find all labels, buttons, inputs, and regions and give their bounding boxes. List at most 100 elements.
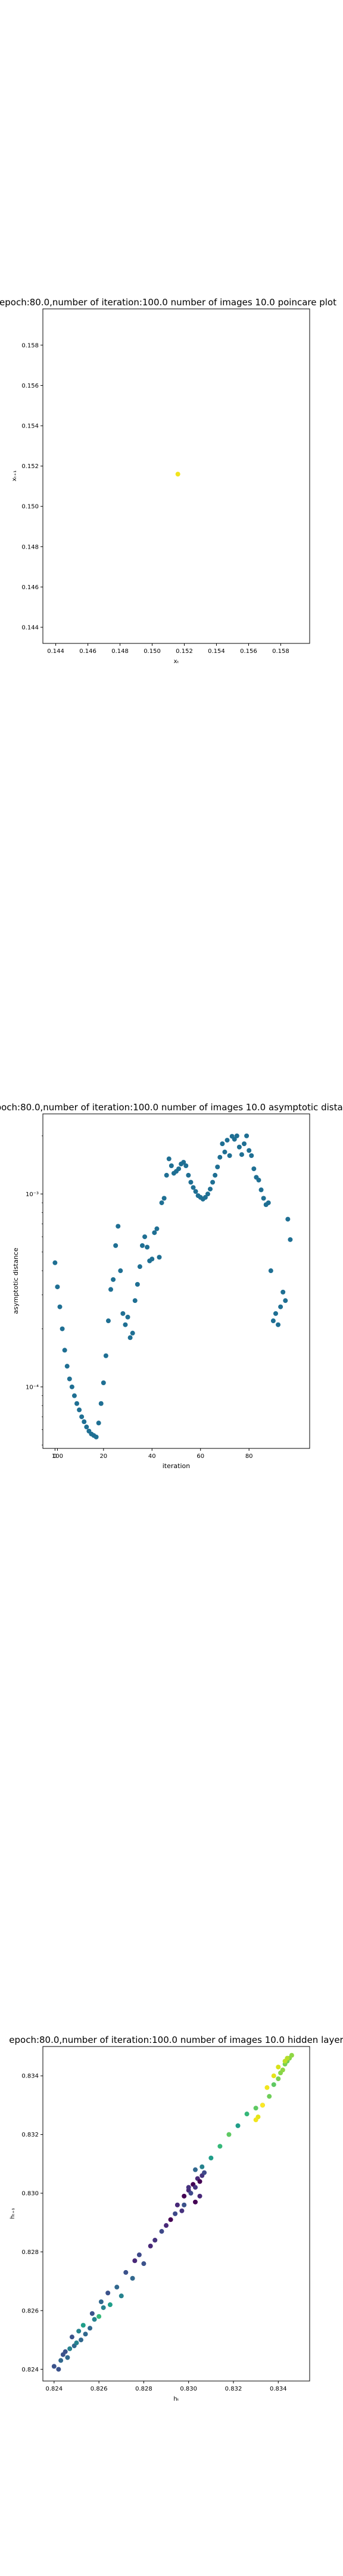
data-point (199, 2164, 205, 2169)
data-point (276, 2076, 281, 2082)
data-point (123, 2270, 129, 2275)
asymptotic-distance-points (52, 1133, 293, 1439)
data-point (234, 1133, 239, 1138)
hidden-layer-y-ticks: 0.824 0.826 0.828 0.830 0.832 0.834 (21, 2073, 43, 2373)
data-point (93, 1434, 99, 1439)
data-point (222, 1149, 227, 1154)
hidden-layer-y-label: hₜ₊₁ (10, 2208, 16, 2219)
data-point (137, 1264, 142, 1270)
y-tick-label: 0.828 (21, 2249, 39, 2256)
data-point (244, 1133, 250, 1138)
data-point (213, 1172, 218, 1178)
data-point (260, 2103, 265, 2108)
data-point (244, 2111, 250, 2117)
asymptotic-distance-y-label: asymptotic distance (12, 1247, 20, 1314)
data-point (174, 2202, 180, 2207)
data-point (82, 1419, 87, 1425)
data-point (63, 2349, 68, 2354)
data-point (154, 1226, 160, 1231)
data-point (113, 1243, 119, 1248)
data-point (224, 1138, 230, 1143)
hidden-layer-title: epoch:80.0,number of iteration:100.0 num… (9, 2035, 343, 2045)
data-point (98, 1401, 104, 1406)
x-tick-label: 100 (52, 1453, 63, 1460)
data-point (130, 1330, 135, 1336)
data-point (202, 2170, 207, 2175)
data-point (264, 2085, 270, 2090)
data-point (186, 1172, 191, 1178)
data-point (182, 2193, 187, 2199)
data-point (152, 1230, 157, 1236)
data-point (253, 2106, 258, 2111)
data-point (197, 2193, 202, 2199)
y-tick-label: 0.146 (21, 584, 39, 591)
y-tick-label: 0.150 (21, 504, 39, 510)
y-tick-label: 0.144 (21, 624, 39, 631)
data-point (105, 1318, 111, 1324)
data-point (271, 2073, 276, 2079)
data-point (289, 2052, 294, 2058)
data-point (62, 1348, 67, 1353)
data-point (193, 2185, 198, 2190)
data-point (161, 1196, 167, 1201)
asymptotic-distance-x-label: iteration (163, 1462, 190, 1470)
data-point (239, 1152, 244, 1157)
data-point (267, 2094, 272, 2099)
data-point (55, 1284, 60, 1290)
asymptotic-distance-title: epoch:80.0,number of iteration:100.0 num… (0, 1102, 343, 1113)
data-point (107, 2302, 113, 2308)
data-point (193, 2167, 198, 2172)
hidden-layer-points (51, 2052, 294, 2372)
data-point (285, 1216, 291, 1222)
x-tick-label: 0.824 (46, 2386, 63, 2392)
data-point (175, 472, 180, 477)
poincare-plot-x-ticks: 0.144 0.146 0.148 0.150 0.152 0.154 0.156 0.158 (47, 643, 289, 655)
data-point (288, 1237, 293, 1242)
data-point (101, 1380, 106, 1385)
data-point (266, 1200, 271, 1206)
y-tick-label: 10⁻⁴ (26, 1384, 39, 1391)
data-point (236, 1144, 242, 1150)
data-point (253, 2117, 258, 2123)
data-point (182, 2202, 187, 2207)
x-tick-label: 0.158 (272, 648, 289, 655)
data-point (157, 1255, 162, 1260)
data-point (256, 1178, 261, 1183)
data-point (176, 1166, 182, 1172)
data-point (164, 1172, 169, 1178)
x-tick-label: 0.826 (91, 2386, 108, 2392)
data-point (169, 1163, 174, 1168)
data-point (232, 1137, 237, 1142)
poincare-plot-y-label: xₜ₊₁ (11, 470, 18, 481)
data-point (235, 2123, 241, 2128)
y-tick-label: 0.832 (21, 2132, 39, 2138)
data-point (179, 2208, 185, 2213)
data-point (226, 2132, 232, 2137)
data-point (183, 1163, 189, 1168)
data-point (77, 1407, 82, 1413)
data-point (208, 1187, 213, 1192)
y-tick-label: 0.158 (21, 342, 39, 349)
data-point (159, 2229, 164, 2234)
data-point (227, 1153, 232, 1158)
data-point (205, 1191, 210, 1197)
data-point (202, 1195, 208, 1200)
data-point (261, 1196, 266, 1201)
data-point (65, 2355, 70, 2360)
data-point (215, 1165, 220, 1170)
asymptotic-distance-x-ticks: 0 20 40 60 80 100 (52, 1448, 253, 1460)
data-point (149, 1256, 155, 1262)
data-point (188, 1179, 194, 1185)
data-point (193, 1189, 198, 1194)
y-tick-label: 0.830 (21, 2191, 39, 2197)
x-tick-label: 0.152 (176, 648, 193, 655)
data-point (145, 1244, 150, 1250)
poincare-plot-frame (42, 308, 310, 644)
x-tick-label: 40 (148, 1453, 156, 1460)
data-point (278, 1304, 283, 1309)
data-point (135, 1281, 140, 1287)
data-point (101, 2305, 106, 2310)
data-point (173, 2211, 178, 2216)
data-point (89, 2311, 95, 2316)
